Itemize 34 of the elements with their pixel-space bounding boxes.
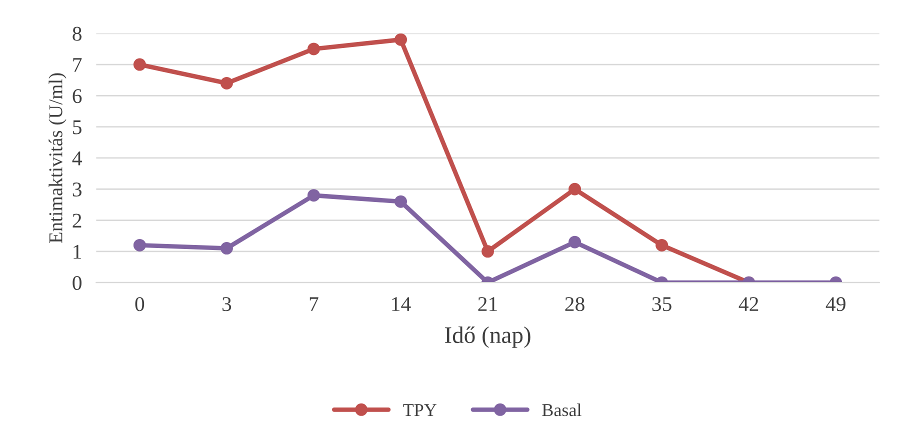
x-tick-label: 35: [652, 297, 672, 312]
point: [307, 42, 320, 56]
x-tick-label: 42: [738, 297, 758, 311]
point: [568, 182, 582, 196]
y-tick-label: 5: [73, 120, 82, 134]
point: [394, 33, 407, 46]
x-tick-label: 3: [222, 297, 232, 312]
y-tick-label: 0: [72, 276, 82, 290]
point: [220, 76, 233, 90]
x-axis-title: Idő (nap): [445, 326, 530, 348]
x-tick-label: 7: [310, 297, 318, 311]
point: [482, 245, 494, 258]
point: [133, 238, 146, 252]
y-axis-title: Entimaktivitás (U/ml): [48, 73, 66, 244]
x-tick-label: 14: [392, 297, 411, 311]
y-tick-label: 1: [74, 244, 82, 259]
y-tick-label: 3: [72, 182, 82, 197]
x-tick-label: 21: [478, 297, 497, 311]
y-tick-label: 8: [72, 26, 82, 41]
x-tick-label: 49: [826, 297, 846, 312]
y-tick-label: 2: [72, 214, 82, 228]
legend-label: Basal: [542, 403, 582, 416]
x-tick-label: 0: [135, 297, 144, 312]
y-tick-label: 6: [72, 89, 82, 104]
point: [133, 58, 146, 71]
y-tick-label: 7: [73, 58, 82, 72]
point: [568, 236, 582, 248]
x-tick-label: 28: [565, 297, 584, 312]
y-tick-label: 4: [72, 151, 82, 166]
point: [220, 242, 233, 255]
point: [394, 195, 407, 208]
point: [307, 189, 320, 202]
point: [656, 238, 668, 252]
legend-label: TPY: [403, 404, 436, 416]
